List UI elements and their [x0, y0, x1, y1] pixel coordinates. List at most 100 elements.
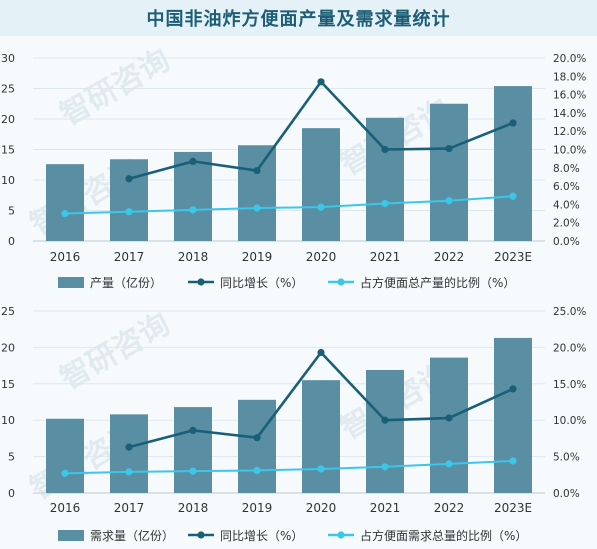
y-right-tick-label: 25.0%: [553, 306, 586, 318]
bar-series-1: [174, 151, 212, 241]
x-tick-label: 2023E: [494, 501, 532, 515]
legend-swatch-marker: [197, 278, 205, 286]
bar-series-1: [110, 414, 148, 493]
x-tick-label: 2022: [434, 501, 465, 515]
x-tick-label: 2016: [50, 501, 81, 515]
x-tick-label: 2020: [306, 250, 337, 264]
x-tick-label: 2020: [306, 501, 337, 515]
legend-label: 需求量（亿份）: [90, 528, 174, 543]
point-series-3: [61, 209, 69, 218]
legend-swatch-marker: [337, 278, 345, 286]
y-right-tick-label: 20.0%: [553, 53, 586, 65]
legend-label: 同比增长（%）: [220, 276, 303, 290]
x-tick-label: 2021: [370, 250, 401, 264]
point-series-3: [317, 203, 325, 211]
y-left-tick-label: 20: [1, 113, 15, 126]
bar-series-1: [238, 399, 276, 493]
point-series-3: [189, 206, 197, 214]
x-tick-label: 2023E: [494, 250, 532, 264]
y-left-tick-label: 15: [1, 378, 15, 391]
x-tick-label: 2017: [114, 250, 145, 264]
bar-series-1: [302, 128, 340, 241]
y-right-tick-label: 10.0%: [553, 415, 586, 427]
point-series-2: [125, 443, 133, 451]
y-left-tick-label: 0: [8, 235, 15, 248]
x-tick-label: 2018: [178, 250, 209, 264]
legend-swatch-bar: [58, 530, 84, 541]
y-right-tick-label: 0.0%: [553, 488, 580, 500]
point-series-2: [445, 144, 453, 153]
point-series-2: [445, 414, 453, 422]
demand-chart: 智研咨询智研咨询智研咨询05101520250.0%5.0%10.0%15.0%…: [1, 305, 586, 543]
y-right-tick-label: 0.0%: [553, 236, 580, 248]
bar-series-1: [366, 117, 404, 241]
point-series-2: [381, 145, 389, 154]
y-right-tick-label: 6.0%: [553, 181, 580, 193]
x-tick-label: 2022: [434, 250, 465, 264]
y-right-tick-label: 10.0%: [553, 145, 586, 157]
y-left-tick-label: 10: [1, 174, 15, 187]
bar-series-1: [46, 418, 84, 493]
y-right-tick-label: 2.0%: [553, 218, 580, 230]
point-series-3: [253, 204, 261, 212]
point-series-3: [509, 457, 517, 465]
bar-series-1: [366, 369, 404, 493]
legend-swatch-bar: [58, 277, 84, 288]
legend-label: 占方便面总产量的比例（%）: [360, 275, 515, 290]
bar-series-1: [494, 337, 532, 493]
y-right-tick-label: 4.0%: [553, 199, 580, 211]
point-series-3: [125, 208, 133, 216]
point-series-2: [253, 434, 261, 442]
point-series-3: [509, 192, 517, 200]
y-right-tick-label: 14.0%: [553, 108, 586, 120]
y-left-tick-label: 0: [8, 487, 15, 500]
legend-label: 同比增长（%）: [220, 529, 303, 543]
y-right-tick-label: 16.0%: [553, 90, 586, 102]
x-tick-label: 2016: [50, 250, 81, 264]
y-left-tick-label: 5: [8, 451, 15, 464]
x-tick-label: 2019: [242, 250, 273, 264]
point-series-2: [381, 416, 389, 424]
chart-title: 中国非油炸方便面产量及需求量统计: [146, 9, 451, 30]
bar-series-1: [174, 407, 212, 493]
line-series-3: [64, 195, 514, 215]
y-left-tick-label: 10: [1, 414, 15, 427]
line-series-3: [64, 459, 514, 475]
point-series-2: [509, 119, 517, 127]
legend-label: 产量（亿份）: [90, 275, 162, 290]
point-series-3: [445, 197, 453, 205]
x-tick-label: 2019: [242, 501, 273, 515]
y-left-tick-label: 5: [8, 205, 15, 218]
point-series-2: [189, 157, 197, 165]
y-left-tick-label: 25: [1, 305, 15, 318]
y-left-tick-label: 15: [1, 144, 15, 157]
y-left-tick-label: 30: [1, 52, 15, 65]
bar-series-1: [430, 103, 468, 241]
point-series-3: [189, 467, 197, 475]
point-series-3: [445, 460, 453, 468]
point-series-2: [125, 175, 133, 183]
bar-series-1: [430, 357, 468, 493]
x-tick-label: 2017: [114, 501, 145, 515]
bar-series-1: [494, 86, 532, 241]
y-left-tick-label: 20: [1, 341, 15, 354]
point-series-3: [317, 465, 325, 473]
production-chart: 智研咨询智研咨询智研咨询0510152025300.0%2.0%4.0%6.0%…: [1, 43, 586, 290]
point-series-2: [189, 426, 197, 434]
point-series-3: [125, 468, 133, 476]
point-series-2: [509, 385, 517, 393]
y-right-tick-label: 15.0%: [553, 379, 586, 391]
title-bar: 中国非油炸方便面产量及需求量统计: [0, 0, 597, 36]
point-series-3: [253, 466, 261, 475]
point-series-3: [381, 463, 389, 471]
point-series-2: [317, 348, 325, 357]
y-right-tick-label: 8.0%: [553, 163, 580, 175]
point-series-3: [61, 469, 69, 477]
legend-swatch-marker: [337, 531, 345, 539]
legend-swatch-marker: [197, 531, 205, 539]
y-right-tick-label: 18.0%: [553, 71, 586, 83]
x-tick-label: 2018: [178, 501, 209, 515]
x-tick-label: 2021: [370, 501, 401, 515]
bar-series-1: [302, 380, 340, 493]
